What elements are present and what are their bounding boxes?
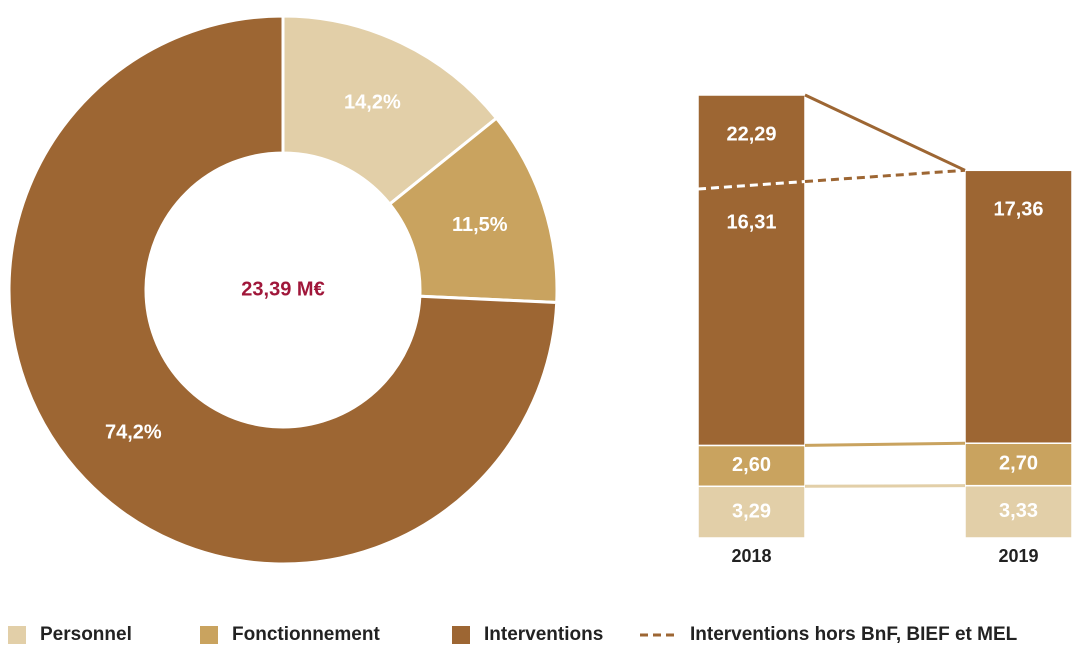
bar-segment <box>964 484 1073 539</box>
connector-line <box>804 93 966 172</box>
bar-label: 2,60 <box>732 454 771 476</box>
connector-line <box>804 484 966 488</box>
slice-label: 14,2% <box>344 92 401 114</box>
legend-label: Fonctionnement <box>232 624 380 645</box>
dashed-line <box>697 180 806 191</box>
bar-segment <box>964 169 1073 444</box>
bar-label: 3,33 <box>999 500 1038 522</box>
legend-swatch <box>8 626 26 644</box>
legend-label: Interventions hors BnF, BIEF et MEL <box>690 624 1018 645</box>
dashed-line <box>804 168 966 184</box>
bar-segment <box>697 444 806 488</box>
x-tick-label: 2019 <box>998 546 1038 566</box>
legend-swatch <box>452 626 470 644</box>
slice-label: 11,5% <box>452 214 508 236</box>
line-label: 16,31 <box>726 211 776 233</box>
bar-label: 3,29 <box>732 500 771 522</box>
legend-swatch <box>200 626 218 644</box>
donut-slice <box>7 14 559 566</box>
bar-segment <box>964 442 1073 487</box>
bar-segment <box>697 94 806 447</box>
legend-label: Interventions <box>484 624 603 645</box>
donut-slice <box>281 14 499 207</box>
bar-segment <box>697 485 806 539</box>
legend-label: Personnel <box>40 624 132 645</box>
bar-label: 17,36 <box>993 199 1043 221</box>
slice-label: 74,2% <box>105 421 162 443</box>
bar-label: 22,29 <box>726 123 776 145</box>
x-tick-label: 2018 <box>731 546 771 566</box>
center-label: 23,39 M€ <box>241 278 324 300</box>
bar-label: 2,70 <box>999 453 1038 475</box>
connector-line <box>804 441 966 447</box>
